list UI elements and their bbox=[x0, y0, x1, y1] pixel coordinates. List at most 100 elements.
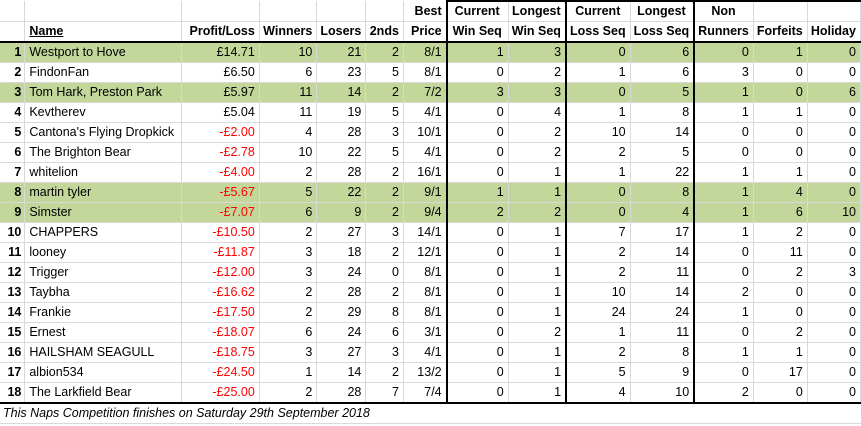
current-win-seq-cell[interactable]: 0 bbox=[445, 262, 509, 283]
current-win-seq-cell[interactable]: 0 bbox=[445, 282, 509, 303]
profit-loss-cell[interactable]: -£7.07 bbox=[181, 202, 260, 223]
losers-cell[interactable]: 22 bbox=[316, 142, 367, 163]
losers-cell[interactable]: 19 bbox=[316, 102, 367, 123]
current-loss-seq-cell[interactable]: 1 bbox=[566, 62, 631, 83]
seconds-cell[interactable]: 2 bbox=[365, 182, 404, 203]
current-win-seq-cell[interactable]: 0 bbox=[445, 122, 509, 143]
holiday-cell[interactable]: 3 bbox=[807, 262, 861, 283]
profit-loss-cell[interactable]: -£24.50 bbox=[181, 362, 260, 383]
non-runners-cell[interactable]: 1 bbox=[694, 202, 754, 223]
non-runners-cell[interactable]: 1 bbox=[694, 222, 754, 243]
winners-cell[interactable]: 2 bbox=[259, 282, 318, 303]
losers-cell[interactable]: 23 bbox=[316, 62, 367, 83]
non-runners-cell[interactable]: 2 bbox=[694, 382, 754, 404]
seconds-cell[interactable]: 0 bbox=[365, 262, 404, 283]
header-profit-loss[interactable]: Profit/Loss bbox=[181, 21, 260, 43]
losers-cell[interactable]: 27 bbox=[316, 342, 367, 363]
winners-cell[interactable]: 6 bbox=[259, 322, 318, 343]
non-runners-cell[interactable]: 1 bbox=[694, 102, 754, 123]
seconds-cell[interactable]: 3 bbox=[365, 122, 404, 143]
winners-cell[interactable]: 4 bbox=[259, 122, 318, 143]
current-loss-seq-cell[interactable]: 10 bbox=[566, 282, 631, 303]
winners-cell[interactable]: 5 bbox=[259, 182, 318, 203]
best-price-cell[interactable]: 14/1 bbox=[403, 222, 448, 243]
winners-cell[interactable]: 11 bbox=[259, 102, 318, 123]
rank-cell[interactable]: 7 bbox=[0, 162, 26, 183]
holiday-cell[interactable]: 0 bbox=[807, 42, 861, 63]
forfeits-cell[interactable]: 0 bbox=[753, 122, 808, 143]
header-cell[interactable] bbox=[181, 1, 260, 22]
best-price-cell[interactable]: 4/1 bbox=[403, 342, 448, 363]
current-loss-seq-cell[interactable]: 2 bbox=[566, 342, 631, 363]
current-win-seq-cell[interactable]: 0 bbox=[445, 342, 509, 363]
header-non-runners-top[interactable]: Non bbox=[694, 0, 754, 22]
player-name-cell[interactable]: The Larkfield Bear bbox=[24, 382, 183, 404]
header-cell[interactable] bbox=[259, 1, 318, 22]
forfeits-cell[interactable]: 0 bbox=[753, 382, 808, 404]
rank-cell[interactable]: 5 bbox=[0, 122, 26, 143]
best-price-cell[interactable]: 8/1 bbox=[403, 282, 448, 303]
holiday-cell[interactable]: 0 bbox=[807, 182, 861, 203]
profit-loss-cell[interactable]: £14.71 bbox=[181, 42, 260, 63]
profit-loss-cell[interactable]: -£4.00 bbox=[181, 162, 260, 183]
header-2nds[interactable]: 2nds bbox=[365, 21, 404, 43]
holiday-cell[interactable]: 0 bbox=[807, 242, 861, 263]
current-win-seq-cell[interactable]: 0 bbox=[445, 62, 509, 83]
holiday-cell[interactable]: 0 bbox=[807, 62, 861, 83]
current-loss-seq-cell[interactable]: 1 bbox=[566, 322, 631, 343]
holiday-cell[interactable]: 6 bbox=[807, 82, 861, 103]
current-loss-seq-cell[interactable]: 10 bbox=[566, 122, 631, 143]
longest-win-seq-cell[interactable]: 1 bbox=[508, 262, 568, 283]
best-price-cell[interactable]: 9/4 bbox=[403, 202, 448, 223]
losers-cell[interactable]: 21 bbox=[316, 42, 367, 63]
winners-cell[interactable]: 3 bbox=[259, 262, 318, 283]
longest-loss-seq-cell[interactable]: 14 bbox=[630, 282, 696, 303]
header-cell[interactable] bbox=[807, 0, 861, 22]
current-win-seq-cell[interactable]: 2 bbox=[445, 202, 509, 223]
header-current-loss-seq-bottom[interactable]: Loss Seq bbox=[566, 21, 631, 43]
current-loss-seq-cell[interactable]: 0 bbox=[566, 42, 631, 63]
profit-loss-cell[interactable]: -£25.00 bbox=[181, 382, 260, 404]
longest-loss-seq-cell[interactable]: 22 bbox=[630, 162, 696, 183]
losers-cell[interactable]: 18 bbox=[316, 242, 367, 263]
current-loss-seq-cell[interactable]: 24 bbox=[566, 302, 631, 323]
rank-cell[interactable]: 11 bbox=[0, 242, 26, 263]
holiday-cell[interactable]: 0 bbox=[807, 282, 861, 303]
player-name-cell[interactable]: Simster bbox=[24, 202, 183, 223]
current-loss-seq-cell[interactable]: 0 bbox=[566, 82, 631, 103]
holiday-cell[interactable]: 10 bbox=[807, 202, 861, 223]
longest-win-seq-cell[interactable]: 1 bbox=[508, 382, 568, 404]
header-current-win-seq-bottom[interactable]: Win Seq bbox=[445, 21, 509, 43]
profit-loss-cell[interactable]: £5.97 bbox=[181, 82, 260, 103]
header-cell[interactable] bbox=[0, 21, 26, 43]
losers-cell[interactable]: 29 bbox=[316, 302, 367, 323]
best-price-cell[interactable]: 8/1 bbox=[403, 302, 448, 323]
player-name-cell[interactable]: FindonFan bbox=[24, 62, 183, 83]
current-loss-seq-cell[interactable]: 2 bbox=[566, 242, 631, 263]
player-name-cell[interactable]: CHAPPERS bbox=[24, 222, 183, 243]
forfeits-cell[interactable]: 6 bbox=[753, 202, 808, 223]
current-loss-seq-cell[interactable]: 5 bbox=[566, 362, 631, 383]
losers-cell[interactable]: 9 bbox=[316, 202, 367, 223]
profit-loss-cell[interactable]: -£2.78 bbox=[181, 142, 260, 163]
header-cell[interactable] bbox=[753, 0, 808, 22]
seconds-cell[interactable]: 2 bbox=[365, 162, 404, 183]
longest-loss-seq-cell[interactable]: 10 bbox=[630, 382, 696, 404]
current-loss-seq-cell[interactable]: 0 bbox=[566, 182, 631, 203]
longest-loss-seq-cell[interactable]: 11 bbox=[630, 322, 696, 343]
seconds-cell[interactable]: 2 bbox=[365, 282, 404, 303]
profit-loss-cell[interactable]: -£2.00 bbox=[181, 122, 260, 143]
player-name-cell[interactable]: looney bbox=[24, 242, 183, 263]
losers-cell[interactable]: 22 bbox=[316, 182, 367, 203]
current-win-seq-cell[interactable]: 0 bbox=[445, 102, 509, 123]
header-current-win-seq-top[interactable]: Current bbox=[445, 0, 509, 22]
best-price-cell[interactable]: 4/1 bbox=[403, 102, 448, 123]
losers-cell[interactable]: 24 bbox=[316, 262, 367, 283]
best-price-cell[interactable]: 7/4 bbox=[403, 382, 448, 404]
player-name-cell[interactable]: Ernest bbox=[24, 322, 183, 343]
rank-cell[interactable]: 1 bbox=[0, 42, 26, 63]
forfeits-cell[interactable]: 11 bbox=[753, 242, 808, 263]
winners-cell[interactable]: 2 bbox=[259, 302, 318, 323]
winners-cell[interactable]: 6 bbox=[259, 62, 318, 83]
holiday-cell[interactable]: 0 bbox=[807, 162, 861, 183]
